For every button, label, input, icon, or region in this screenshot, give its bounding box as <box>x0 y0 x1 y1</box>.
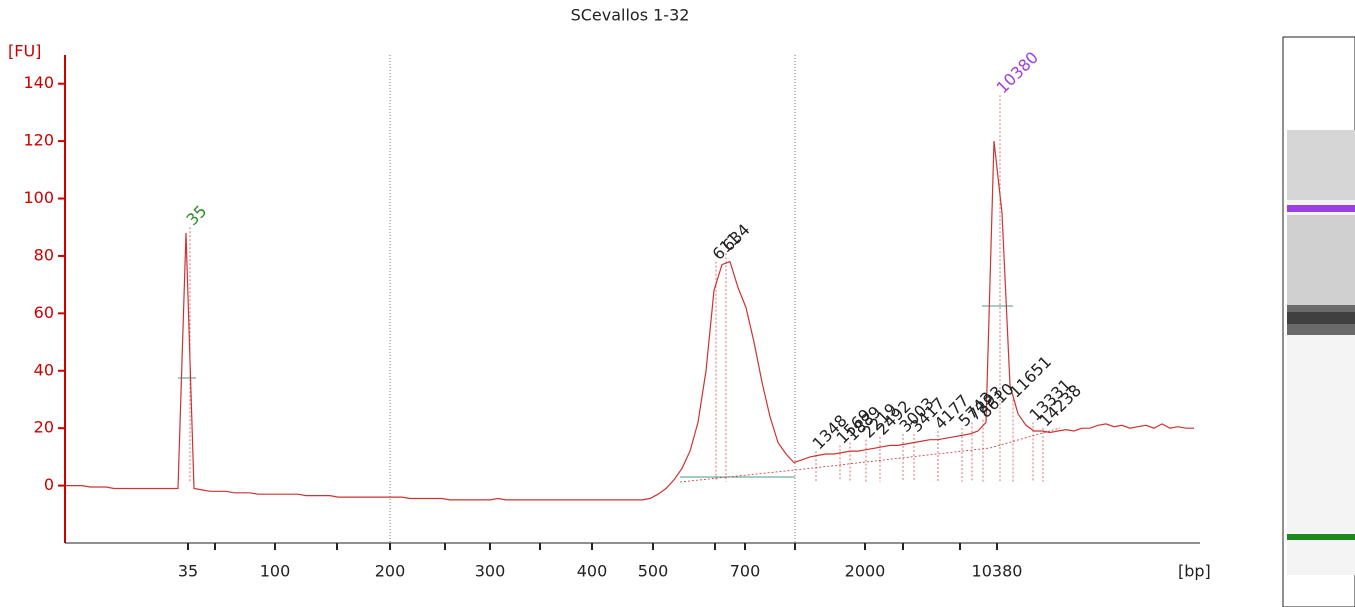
gel-marker-upper <box>1287 205 1355 212</box>
gel-smear <box>1287 215 1355 305</box>
x-tick-label: 500 <box>638 562 669 581</box>
peak-label: 10380 <box>993 48 1042 97</box>
x-tick-label: 2000 <box>845 562 886 581</box>
gel-background <box>1287 130 1355 575</box>
y-tick-label: 140 <box>23 73 54 92</box>
gel-lane <box>1282 36 1355 607</box>
chart-title: SCevallos 1-32 <box>571 6 690 25</box>
x-tick-label: 200 <box>375 562 406 581</box>
x-tick-label: 400 <box>577 562 608 581</box>
x-tick-label: 100 <box>260 562 291 581</box>
y-tick-label: 40 <box>34 360 54 379</box>
x-tick-label: 300 <box>475 562 506 581</box>
x-axis-label: [bp] <box>1178 562 1211 581</box>
y-axis-label: [FU] <box>8 42 41 61</box>
baseline-dotted <box>679 427 1061 483</box>
gel-band <box>1287 312 1355 324</box>
y-tick-label: 0 <box>44 475 54 494</box>
peak-label: 35 <box>183 201 211 229</box>
x-tick-label: 10380 <box>972 562 1023 581</box>
x-tick-label: 700 <box>730 562 761 581</box>
y-tick-label: 20 <box>34 418 54 437</box>
trace <box>66 141 1194 501</box>
y-tick-label: 120 <box>23 131 54 150</box>
y-tick-label: 80 <box>34 245 54 264</box>
x-tick-label: 35 <box>178 562 198 581</box>
y-tick-label: 60 <box>34 303 54 322</box>
gel-smear <box>1287 130 1355 200</box>
y-tick-label: 100 <box>23 188 54 207</box>
gel-marker-lower <box>1287 534 1355 540</box>
